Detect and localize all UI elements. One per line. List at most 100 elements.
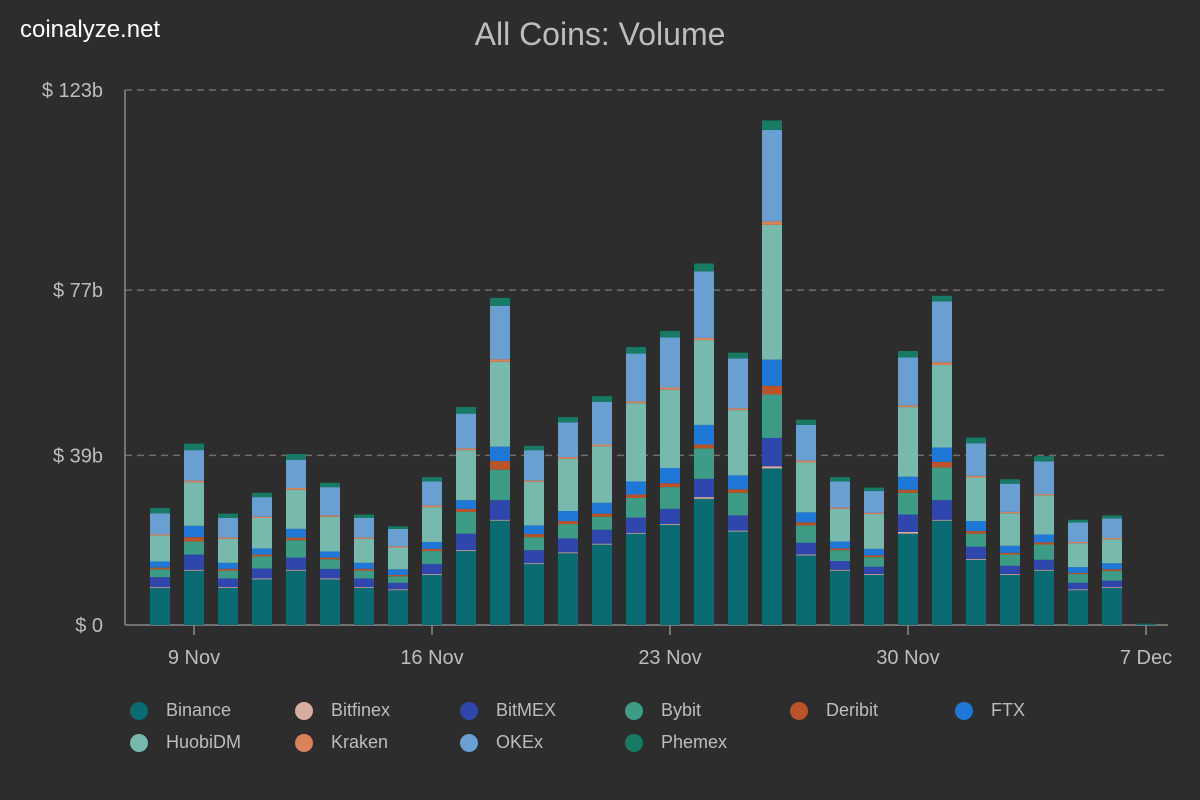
- bar-segment-bybit: [864, 557, 884, 567]
- bar-segment-ftx: [864, 548, 884, 556]
- bar-segment-bitfinex: [592, 543, 612, 545]
- bar-segment-binance: [626, 533, 646, 625]
- bar-segment-bybit: [558, 524, 578, 539]
- y-tick-label: $ 39b: [53, 445, 103, 467]
- bar-segment-okex: [1000, 483, 1020, 512]
- bar-segment-bitfinex: [796, 554, 816, 556]
- bar-segment-bitmex: [898, 514, 918, 532]
- bar-segment-deribit: [218, 568, 238, 571]
- bar-segment-huobidm: [252, 518, 272, 549]
- bar-segment-kraken: [388, 546, 408, 548]
- bar-segment-okex: [320, 487, 340, 516]
- bar-segment-bitmex: [1068, 582, 1088, 590]
- bar-segment-kraken: [490, 359, 510, 362]
- legend-item-bitfinex[interactable]: Bitfinex: [295, 700, 390, 721]
- bar-segment-binance: [898, 533, 918, 625]
- bar-segment-bitfinex: [320, 578, 340, 580]
- bar-segment-bitfinex: [456, 550, 476, 552]
- bar-segment-kraken: [422, 505, 442, 508]
- bar-segment-bitfinex: [830, 569, 850, 571]
- legend-item-huobidm[interactable]: HuobiDM: [130, 732, 241, 753]
- bar-segment-binance: [558, 553, 578, 625]
- legend-item-bitmex[interactable]: BitMEX: [460, 700, 556, 721]
- bar-segment-bybit: [354, 570, 374, 579]
- bar-segment-bitmex: [490, 500, 510, 520]
- bar-segment-ftx: [796, 512, 816, 523]
- legend-label: Binance: [166, 700, 232, 720]
- bar-segment-okex: [864, 491, 884, 513]
- bar-segment-binance: [456, 551, 476, 625]
- bar-segment-bybit: [422, 551, 442, 565]
- legend-item-ftx[interactable]: FTX: [955, 700, 1025, 721]
- legend-item-okex[interactable]: OKEx: [460, 732, 543, 753]
- bar-segment-bitfinex: [490, 519, 510, 521]
- bar-segment-bitmex: [558, 538, 578, 553]
- bar-segment-bybit: [728, 492, 748, 516]
- bar-segment-huobidm: [796, 462, 816, 513]
- bar-segment-phemex: [830, 477, 850, 482]
- bar-segment-phemex: [456, 407, 476, 414]
- bar-segment-bybit: [694, 448, 714, 479]
- bar-segment-okex: [626, 353, 646, 402]
- bar-segment-binance: [150, 588, 170, 625]
- legend-item-deribit[interactable]: Deribit: [790, 700, 878, 721]
- legend-item-bybit[interactable]: Bybit: [625, 700, 701, 721]
- bar-segment-ftx: [728, 475, 748, 490]
- bar-segment-bitmex: [1102, 580, 1122, 588]
- bar-segment-okex: [490, 305, 510, 360]
- bar-segment-bitmex: [252, 568, 272, 579]
- bar-segment-phemex: [898, 350, 918, 358]
- bar-segment-bybit: [150, 569, 170, 578]
- bar-segment-ftx: [252, 548, 272, 555]
- bar-segment-bitfinex: [558, 552, 578, 554]
- y-tick-label: $ 0: [75, 615, 103, 637]
- legend-swatch: [955, 701, 973, 720]
- bar-segment-kraken: [830, 507, 850, 509]
- bar-segment-deribit: [286, 537, 306, 541]
- bar-segment-bitmex: [864, 566, 884, 575]
- site-brand[interactable]: coinalyze.net: [20, 16, 161, 43]
- bar-segment-deribit: [830, 548, 850, 551]
- bar-segment-bitmex: [456, 533, 476, 551]
- bar-segment-huobidm: [864, 514, 884, 549]
- bar-segment-ftx: [184, 525, 204, 538]
- bar-segment-huobidm: [1034, 495, 1054, 535]
- bar-segment-okex: [660, 337, 680, 388]
- bar-segment-okex: [218, 518, 238, 538]
- bar-segment-phemex: [490, 297, 510, 306]
- bar-segment-bybit: [524, 537, 544, 551]
- bar-segment-kraken: [456, 448, 476, 451]
- bar-segment-phemex: [184, 443, 204, 451]
- bar-segment-deribit: [626, 494, 646, 498]
- bar-segment-huobidm: [456, 450, 476, 501]
- bar-segment-deribit: [592, 513, 612, 517]
- legend-item-binance[interactable]: Binance: [130, 700, 231, 721]
- bar-segment-okex: [728, 358, 748, 409]
- bar-segment-huobidm: [320, 516, 340, 552]
- legend-item-kraken[interactable]: Kraken: [295, 732, 388, 753]
- bar-segment-ftx: [1068, 567, 1088, 573]
- bar-segment-ftx: [490, 446, 510, 462]
- bar-segment-kraken: [524, 480, 544, 482]
- bar-segment-kraken: [286, 487, 306, 490]
- bar-segment-phemex: [150, 507, 170, 514]
- bar-segment-phemex: [320, 482, 340, 488]
- bar-segment-kraken: [694, 337, 714, 341]
- bar-segment-phemex: [966, 437, 986, 444]
- legend-item-phemex[interactable]: Phemex: [625, 732, 727, 753]
- bar-segment-huobidm: [422, 507, 442, 542]
- bar-segment-ftx: [1000, 545, 1020, 553]
- bar-segment-bitfinex: [626, 532, 646, 534]
- bar-segment-okex: [694, 271, 714, 338]
- bar-segment-huobidm: [898, 407, 918, 477]
- bar-segment-huobidm: [1000, 513, 1020, 546]
- bar-segment-okex: [150, 513, 170, 535]
- bar-segment-deribit: [728, 489, 748, 493]
- bar-segment-bitmex: [660, 508, 680, 525]
- bar-segment-bybit: [932, 467, 952, 501]
- bar-segment-deribit: [1068, 572, 1088, 575]
- bar-segment-huobidm: [286, 489, 306, 529]
- bar-segment-deribit: [184, 537, 204, 542]
- bar-segment-bybit: [1000, 554, 1020, 566]
